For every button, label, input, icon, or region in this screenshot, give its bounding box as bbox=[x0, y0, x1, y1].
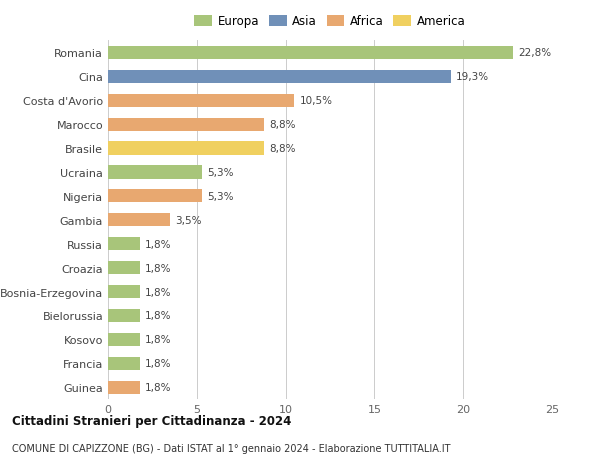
Bar bbox=[108, 285, 140, 298]
Bar bbox=[108, 47, 513, 60]
Bar bbox=[108, 357, 140, 370]
Text: 22,8%: 22,8% bbox=[518, 48, 551, 58]
Bar bbox=[108, 381, 140, 394]
Legend: Europa, Asia, Africa, America: Europa, Asia, Africa, America bbox=[194, 15, 466, 28]
Bar bbox=[108, 238, 140, 251]
Bar bbox=[108, 309, 140, 322]
Text: 1,8%: 1,8% bbox=[145, 287, 172, 297]
Text: 19,3%: 19,3% bbox=[456, 72, 489, 82]
Text: 10,5%: 10,5% bbox=[300, 96, 333, 106]
Text: 1,8%: 1,8% bbox=[145, 239, 172, 249]
Bar bbox=[108, 214, 170, 227]
Text: 1,8%: 1,8% bbox=[145, 335, 172, 345]
Text: 5,3%: 5,3% bbox=[208, 168, 234, 178]
Text: 1,8%: 1,8% bbox=[145, 382, 172, 392]
Text: 5,3%: 5,3% bbox=[208, 191, 234, 202]
Bar bbox=[108, 190, 202, 203]
Text: 8,8%: 8,8% bbox=[269, 120, 296, 130]
Text: 3,5%: 3,5% bbox=[175, 215, 202, 225]
Bar bbox=[108, 333, 140, 346]
Text: Cittadini Stranieri per Cittadinanza - 2024: Cittadini Stranieri per Cittadinanza - 2… bbox=[12, 414, 292, 428]
Bar bbox=[108, 262, 140, 274]
Text: 8,8%: 8,8% bbox=[269, 144, 296, 154]
Text: 1,8%: 1,8% bbox=[145, 311, 172, 321]
Bar bbox=[108, 142, 264, 155]
Bar bbox=[108, 118, 264, 131]
Bar bbox=[108, 95, 295, 107]
Text: 1,8%: 1,8% bbox=[145, 263, 172, 273]
Text: 1,8%: 1,8% bbox=[145, 358, 172, 369]
Bar bbox=[108, 166, 202, 179]
Bar bbox=[108, 71, 451, 84]
Text: COMUNE DI CAPIZZONE (BG) - Dati ISTAT al 1° gennaio 2024 - Elaborazione TUTTITAL: COMUNE DI CAPIZZONE (BG) - Dati ISTAT al… bbox=[12, 443, 451, 453]
